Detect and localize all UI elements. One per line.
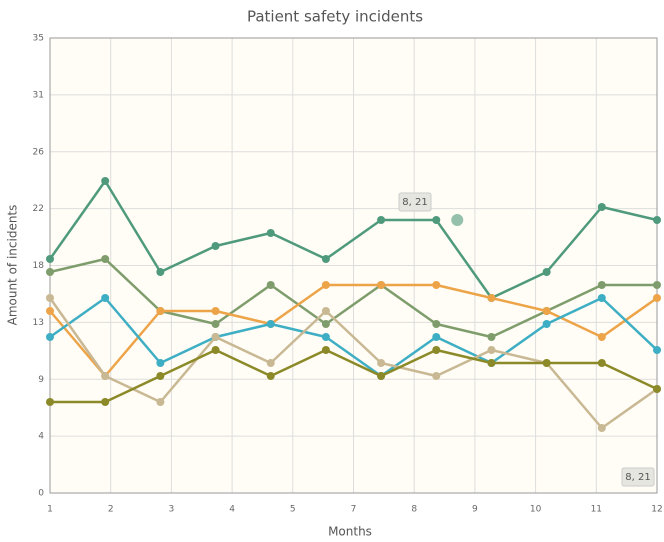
data-point (156, 372, 165, 380)
x-tick-label: 7 (351, 505, 357, 515)
data-point (321, 255, 330, 263)
x-tick-label: 12 (651, 505, 662, 515)
data-point (46, 398, 54, 406)
y-tick-label: 0 (38, 489, 44, 499)
data-point (266, 229, 275, 237)
data-point (487, 333, 496, 341)
tooltip-text: 8, 21 (625, 472, 650, 483)
data-point (101, 255, 110, 263)
data-point (266, 320, 275, 328)
data-point (156, 268, 165, 276)
data-point (101, 398, 110, 406)
data-point (266, 372, 275, 380)
data-point (101, 294, 110, 302)
chart-title: Patient safety incidents (247, 8, 423, 26)
x-tick-label: 8 (411, 505, 417, 515)
y-tick-label: 22 (33, 204, 44, 214)
data-point (597, 359, 606, 367)
data-point (432, 372, 441, 380)
data-point (211, 320, 220, 328)
data-point (46, 307, 54, 315)
x-axis-label: Months (328, 525, 372, 539)
data-point (211, 333, 220, 341)
tooltip-box (398, 192, 432, 212)
data-point (211, 242, 220, 250)
data-point (321, 333, 330, 341)
data-point (542, 307, 551, 315)
x-tick-label: 4 (229, 505, 235, 515)
series-line (49, 257, 657, 339)
data-point (156, 359, 165, 367)
x-tick-label: 3 (169, 505, 175, 515)
data-point (321, 346, 330, 354)
data-point (377, 216, 386, 224)
series-line (50, 348, 658, 404)
data-point (432, 320, 441, 328)
data-point (487, 359, 496, 367)
plot-border (49, 37, 658, 494)
x-tick-label: 10 (530, 505, 542, 515)
data-point (597, 281, 606, 289)
data-point (487, 346, 496, 354)
data-point (542, 320, 551, 328)
data-point (542, 268, 551, 276)
data-point (46, 255, 54, 263)
data-point (597, 294, 606, 302)
data-point (432, 216, 441, 224)
y-tick-label: 26 (33, 147, 45, 157)
y-tick-label: 13 (33, 318, 44, 328)
x-tick-label: 1 (47, 505, 53, 515)
data-point (46, 333, 54, 341)
series-line (49, 283, 658, 378)
data-point (156, 398, 165, 406)
data-point (46, 268, 54, 276)
series-line (48, 179, 658, 300)
data-point (653, 294, 661, 302)
series-line (49, 296, 658, 378)
data-point (653, 346, 661, 354)
data-point (653, 216, 661, 224)
y-axis-label: Amount of incidents (6, 205, 20, 326)
data-point (211, 346, 220, 354)
series-line (48, 297, 658, 430)
y-tick-label: 9 (38, 375, 44, 385)
y-tick-label: 35 (33, 34, 44, 44)
y-tick-label: 31 (33, 90, 44, 100)
data-point (321, 307, 330, 315)
data-point (432, 281, 441, 289)
data-point (211, 307, 220, 315)
data-point (653, 281, 661, 289)
highlight-point (451, 214, 464, 226)
data-point (377, 372, 386, 380)
data-point (432, 333, 441, 341)
x-tick-label: 5 (290, 505, 296, 515)
data-point (156, 307, 165, 315)
y-tick-label: 4 (38, 432, 44, 442)
data-point (266, 359, 275, 367)
y-tick-label: 18 (33, 261, 45, 271)
data-point (266, 281, 275, 289)
x-tick-label: 2 (108, 505, 114, 515)
data-point (321, 281, 330, 289)
tooltip-text: 8, 21 (402, 197, 427, 208)
data-point (46, 294, 54, 302)
data-point (101, 177, 110, 185)
data-point (321, 320, 330, 328)
data-point (377, 359, 386, 367)
data-point (432, 346, 441, 354)
data-point (597, 333, 606, 341)
data-point (653, 385, 661, 393)
tooltip-box (621, 467, 655, 487)
x-tick-label: 11 (591, 505, 602, 515)
data-point (377, 281, 386, 289)
data-point (597, 203, 606, 211)
x-tick-label: 9 (472, 505, 478, 515)
data-point (542, 359, 551, 367)
data-point (487, 294, 496, 302)
data-point (597, 424, 606, 432)
data-point (101, 372, 110, 380)
